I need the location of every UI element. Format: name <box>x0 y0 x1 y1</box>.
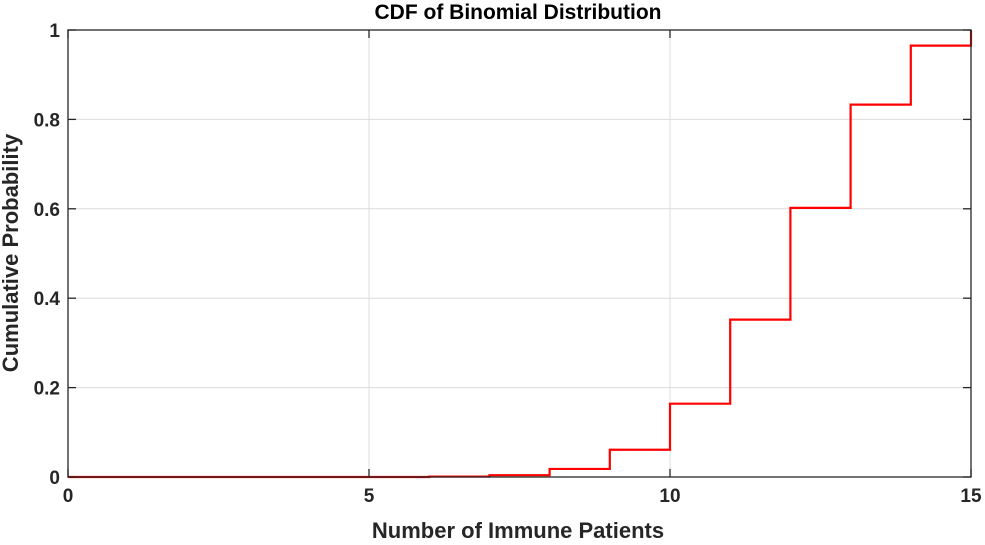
y-axis-label: Cumulative Probability <box>0 133 23 372</box>
x-tick-label: 0 <box>63 486 74 507</box>
ticks: 0 5 10 15 0 0.2 0.4 0.6 0.8 1 <box>34 21 982 507</box>
x-tick-label: 15 <box>960 486 982 507</box>
x-axis-label: Number of Immune Patients <box>372 518 664 540</box>
series-group <box>68 30 973 479</box>
axes-box <box>67 29 972 478</box>
y-tick-label: 0 <box>49 468 60 489</box>
x-tick-label: 10 <box>659 486 680 507</box>
cdf-step-line <box>68 30 973 479</box>
chart-title: CDF of Binomial Distribution <box>375 1 662 24</box>
y-tick-label: 0.6 <box>34 200 60 221</box>
y-tick-label: 0.2 <box>34 379 60 400</box>
y-tick-label: 0.4 <box>34 289 61 310</box>
y-tick-label: 0.8 <box>34 110 60 131</box>
grid <box>67 29 972 478</box>
x-tick-label: 5 <box>364 486 375 507</box>
y-tick-label: 1 <box>49 21 60 42</box>
